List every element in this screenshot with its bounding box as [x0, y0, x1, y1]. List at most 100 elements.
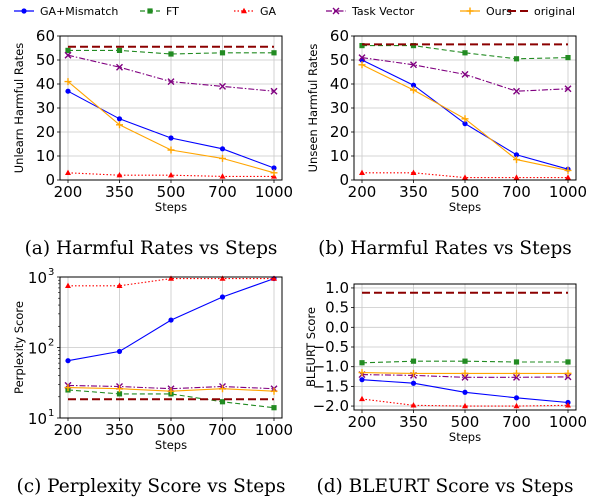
point-ours — [358, 61, 366, 69]
point-ft — [565, 55, 571, 61]
point-ours — [270, 387, 278, 395]
series-ga-mismatch — [65, 88, 277, 171]
point-task-vector — [116, 63, 123, 71]
point-ours — [513, 369, 520, 377]
point-ft — [116, 391, 123, 397]
point-ga — [65, 169, 71, 175]
series-line-ft — [361, 360, 568, 364]
point-ga-mismatch — [410, 380, 417, 386]
point-ft — [65, 47, 71, 53]
point-ft — [410, 43, 417, 49]
point-ga — [359, 169, 365, 175]
point-task-vector — [219, 82, 226, 90]
point-ga — [219, 275, 226, 281]
point-ft — [513, 56, 520, 62]
point-ours — [167, 387, 175, 395]
series-ft — [359, 358, 571, 366]
series-line-ga — [361, 398, 569, 407]
point-task-vector — [167, 78, 175, 86]
x-tick-label: 1000 — [549, 413, 587, 431]
point-ga — [359, 395, 365, 402]
point-ga — [565, 174, 571, 180]
panel-a: 200 350 500 700 1000 0 10 20 30 40 50 60 Steps Unlear… — [12, 27, 293, 214]
point-ours — [64, 384, 72, 392]
point-ga-mismatch — [513, 152, 520, 158]
point-ours — [167, 146, 175, 154]
series-line-ga — [362, 172, 568, 179]
caption-c: (c) Perplexity Score vs Steps — [17, 476, 286, 497]
x-tick-label: 200 — [54, 183, 83, 201]
point-ga-mismatch — [271, 165, 277, 171]
series-ours — [64, 78, 278, 177]
point-ft — [410, 358, 417, 364]
legend-marker-ga — [241, 7, 247, 14]
x-tick-label: 350 — [399, 413, 428, 431]
y-tick-label: 60 — [36, 27, 55, 45]
point-task-vector — [461, 373, 469, 381]
x-tick-label: 700 — [208, 421, 237, 439]
point-ga — [513, 402, 520, 409]
series-line-ft — [68, 49, 274, 55]
point-task-vector — [564, 85, 572, 93]
point-ga-mismatch — [116, 348, 123, 355]
point-ft — [462, 358, 468, 364]
legend-label-ft: FT — [166, 5, 179, 18]
x-tick-label: 200 — [348, 413, 377, 431]
point-ga — [116, 282, 123, 289]
y-tick-label: 0 — [339, 171, 349, 189]
point-ours — [410, 86, 417, 94]
x-axis-label: Steps — [449, 430, 481, 444]
point-ours — [564, 369, 572, 377]
point-ours — [116, 385, 123, 393]
series-line-ga — [68, 278, 274, 287]
point-ours — [358, 369, 366, 377]
y-tick-label: 50 — [330, 51, 349, 69]
point-ga — [168, 275, 174, 281]
point-ft — [513, 359, 520, 365]
point-ours — [219, 154, 226, 162]
series-ga — [65, 275, 277, 289]
point-ga-mismatch — [359, 377, 365, 383]
x-tick-label: 500 — [157, 183, 186, 201]
point-ft — [271, 405, 277, 411]
point-ga — [513, 174, 520, 180]
series-ours — [64, 384, 278, 395]
y-tick-label: 1.0 — [325, 279, 349, 297]
series-ours — [358, 61, 572, 174]
y-tick-label: 20 — [36, 123, 55, 141]
y-tick-label: 30 — [36, 99, 55, 117]
point-ft — [116, 47, 123, 53]
legend-label-ga: GA — [260, 5, 277, 18]
y-axis-label: Unlearn Harmful Rates — [12, 43, 26, 173]
point-ours — [270, 169, 278, 177]
x-tick-label: 350 — [105, 183, 134, 201]
point-task-vector — [513, 87, 520, 95]
x-tick-label: 700 — [502, 413, 531, 431]
point-ft — [219, 50, 226, 56]
point-ft — [168, 51, 174, 57]
legend-label-original: original — [534, 5, 575, 18]
x-axis-label: Steps — [449, 200, 481, 214]
y-tick-exponent: 3 — [48, 267, 54, 278]
y-tick-label: 10 — [28, 269, 47, 287]
point-ours — [410, 369, 417, 377]
point-ours — [461, 115, 469, 123]
point-ga-mismatch — [462, 121, 468, 127]
legend-item-ours: Ours — [460, 5, 512, 18]
point-ours — [564, 166, 572, 174]
point-task-vector — [64, 51, 72, 59]
y-axis-label: BLEURT Score — [304, 307, 318, 387]
y-tick-label: 10 — [28, 410, 47, 428]
point-task-vector — [461, 70, 469, 78]
point-ga-mismatch — [168, 135, 174, 141]
y-axis-label: Unseen Harmful Rates — [306, 44, 320, 173]
panel-b: 200 350 500 700 1000 0 10 20 30 40 50 60 Steps Unseen… — [306, 27, 587, 214]
point-ga — [410, 402, 417, 408]
series-task-vector — [64, 51, 278, 95]
y-tick-label: 20 — [330, 123, 349, 141]
point-ga-mismatch — [410, 82, 417, 88]
x-tick-label: 700 — [208, 183, 237, 201]
y-tick-label: −1.5 — [313, 377, 349, 395]
x-tick-label: 500 — [157, 421, 186, 439]
point-ga-mismatch — [219, 294, 226, 300]
